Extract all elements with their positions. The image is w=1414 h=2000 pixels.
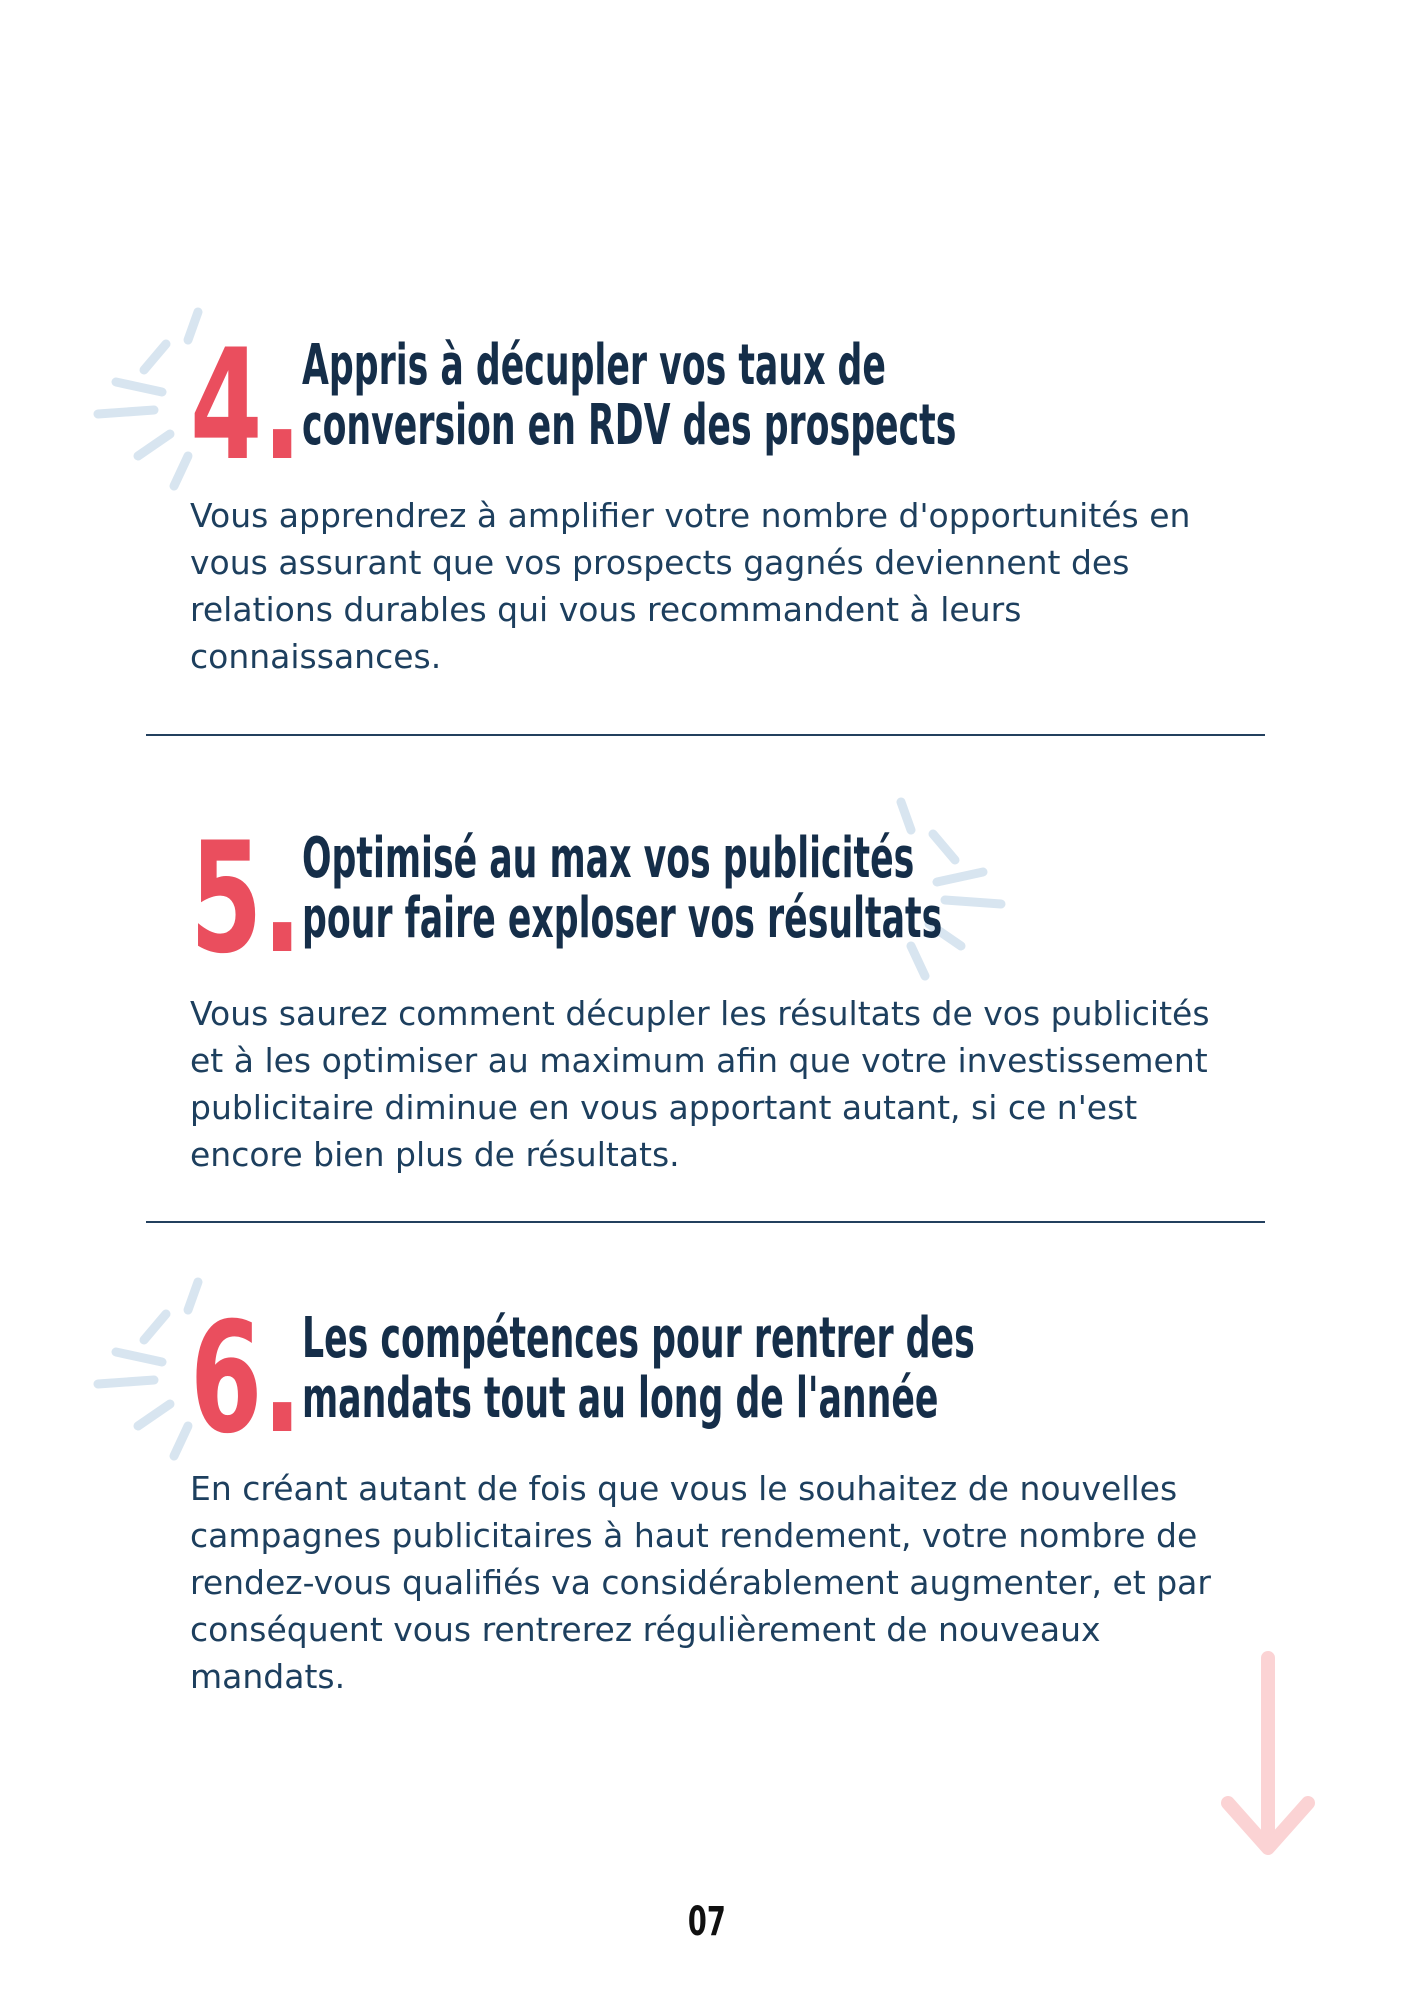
page-number-value: 07 — [688, 1899, 726, 1945]
burst-lines-icon — [893, 790, 1013, 990]
section-title-line1: Appris à décupler vos taux de — [302, 333, 886, 398]
section-body-text: En créant autant de fois que vous le sou… — [190, 1469, 1211, 1696]
section-title-line2: conversion en RDV des prospects — [302, 393, 957, 458]
burst-lines-icon — [86, 1270, 206, 1470]
section-title: Les compétences pour rentrer des mandats… — [302, 1309, 1387, 1429]
section-body-text: Vous saurez comment décupler les résulta… — [190, 994, 1210, 1174]
section-title-line1: Optimisé au max vos publicités — [302, 826, 915, 891]
section-title: Appris à décupler vos taux de conversion… — [302, 336, 1358, 456]
arrow-down-icon — [1218, 1648, 1318, 1858]
section-title-line2: pour faire exploser vos résultats — [302, 886, 943, 951]
section-divider — [146, 1221, 1265, 1223]
section-number: 6. — [190, 1290, 302, 1468]
section-body-text: Vous apprendrez à amplifier votre nombre… — [190, 496, 1191, 676]
section-divider — [146, 734, 1265, 736]
section-title-line1: Les compétences pour rentrer des — [302, 1306, 975, 1371]
section-title: Optimisé au max vos publicités pour fair… — [302, 829, 1335, 949]
burst-lines-icon — [86, 300, 206, 500]
section-number: 5. — [190, 810, 302, 988]
page-number: 07 — [0, 1902, 1414, 1942]
section-number: 4. — [190, 317, 302, 495]
section-title-line2: mandats tout au long de l'année — [302, 1366, 939, 1431]
